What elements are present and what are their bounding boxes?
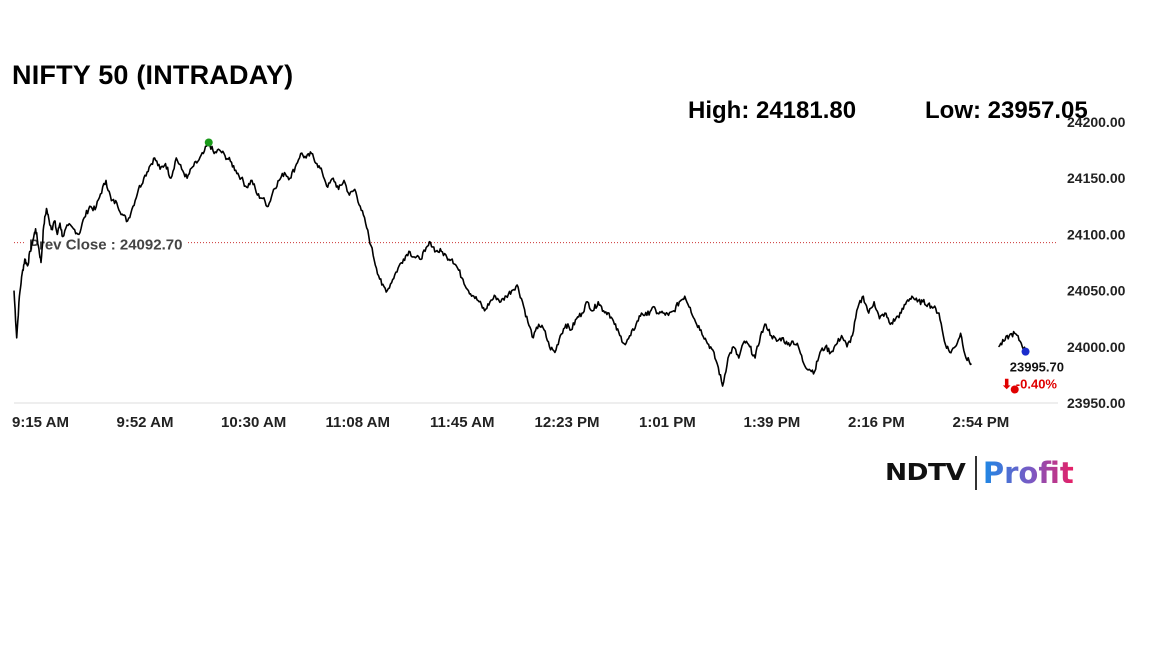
x-tick-label: 1:39 PM	[744, 414, 801, 431]
last-value-label: 23995.70	[1010, 360, 1064, 375]
price-series	[13, 141, 1027, 387]
low-marker	[1010, 385, 1019, 394]
y-tick-label: 23950.00	[1067, 395, 1126, 411]
prev-close-label-bg	[25, 235, 187, 255]
price-line-segment	[13, 141, 972, 387]
low-value: Low: 23957.05	[925, 97, 1088, 124]
last-marker	[1021, 347, 1030, 356]
chart-title: NIFTY 50 (INTRADAY)	[12, 60, 294, 90]
prev-close-label: Prev Close : 24092.70	[29, 237, 182, 254]
logo-separator	[974, 456, 977, 490]
x-tick-label: 2:16 PM	[848, 414, 905, 431]
logo-sub: Profit	[982, 456, 1074, 490]
high-marker	[204, 138, 213, 147]
ndtv-profit-logo: NDTV Profit	[885, 456, 1074, 490]
y-tick-label: 24200.00	[1067, 114, 1126, 130]
x-tick-label: 11:08 AM	[326, 414, 390, 431]
logo-brand: NDTV	[885, 460, 966, 486]
x-axis-ticks: 9:15 AM 9:52 AM 10:30 AM 11:08 AM 11:45 AM 12…	[12, 414, 1009, 431]
y-tick-label: 24000.00	[1067, 339, 1126, 355]
x-tick-label: 11:45 AM	[430, 414, 494, 431]
x-tick-label: 12:23 PM	[535, 414, 600, 431]
y-axis-ticks: 23950.00 24000.00 24050.00 24100.00 24150.00…	[1067, 114, 1126, 411]
y-tick-label: 24050.00	[1067, 283, 1126, 299]
x-tick-label: 1:01 PM	[639, 414, 696, 431]
price-line-segment	[997, 330, 1027, 352]
y-tick-label: 24150.00	[1067, 170, 1126, 186]
x-tick-label: 10:30 AM	[221, 414, 286, 431]
change-label: ⬇ -0.40%	[1001, 377, 1057, 392]
x-tick-label: 9:15 AM	[12, 414, 69, 431]
x-tick-label: 9:52 AM	[117, 414, 174, 431]
high-value: High: 24181.80	[688, 97, 857, 124]
y-tick-label: 24100.00	[1067, 226, 1126, 242]
x-tick-label: 2:54 PM	[953, 414, 1010, 431]
